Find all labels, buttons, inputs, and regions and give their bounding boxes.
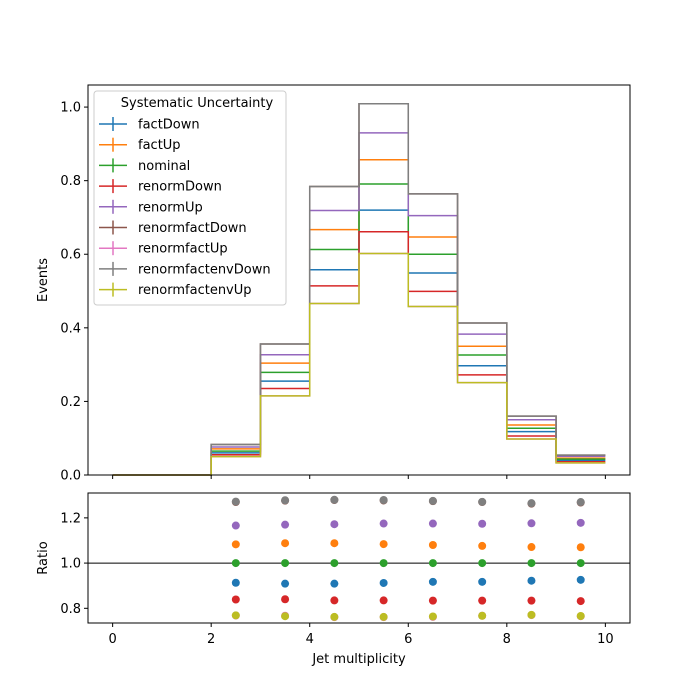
ratio-point-renormDown xyxy=(428,596,437,605)
main-axes-frame xyxy=(87,84,631,476)
ratio-point-renormfactenvUp xyxy=(478,611,487,620)
ratio-points-group xyxy=(231,495,585,622)
legend-label-renormfactenvUp: renormfactenvUp xyxy=(138,283,252,298)
ratio-y-ticks: 0.8 1.0 1.2 xyxy=(60,511,88,617)
ratio-point-renormfactenvUp xyxy=(231,611,240,620)
ratio-point-factDown xyxy=(576,575,585,584)
ratio-point-renormfactenvUp xyxy=(330,612,339,621)
main-y-tick-label: 1.0 xyxy=(60,101,81,116)
ratio-point-renormDown xyxy=(527,596,536,605)
ratio-point-renormfactenvUp xyxy=(527,610,536,619)
ratio-y-tick-label: 0.8 xyxy=(60,602,81,617)
ratio-point-factUp xyxy=(428,541,437,549)
ratio-point-renormUp xyxy=(330,520,339,529)
ratio-y-tick-label: 1.0 xyxy=(60,557,81,572)
main-y-ticks: 0.0 0.2 0.4 0.6 0.8 1.0 xyxy=(60,101,88,484)
ratio-x-axis-label: Jet multiplicity xyxy=(311,652,406,667)
ratio-point-renormfactenvDown xyxy=(379,496,388,505)
ratio-point-factDown xyxy=(428,577,437,586)
main-x-ticks xyxy=(112,475,606,479)
main-y-tick-label: 0.8 xyxy=(60,174,81,189)
ratio-point-renormfactenvDown xyxy=(428,496,437,505)
ratio-point-renormfactenvDown xyxy=(281,496,290,505)
ratio-point-factDown xyxy=(478,577,487,586)
ratio-x-tick-label: 6 xyxy=(404,632,412,647)
ratio-point-factDown xyxy=(330,579,339,588)
ratio-point-renormDown xyxy=(330,596,339,605)
legend-label-renormDown: renormDown xyxy=(138,180,222,195)
ratio-point-renormfactenvDown xyxy=(576,498,585,507)
ratio-point-renormUp xyxy=(527,519,536,528)
ratio-point-renormUp xyxy=(428,519,437,528)
legend-label-renormfactenvDown: renormfactenvDown xyxy=(138,262,271,277)
legend-title: Systematic Uncertainty xyxy=(121,96,274,111)
legend-label-renormfactDown: renormfactDown xyxy=(138,221,247,236)
ratio-point-factUp xyxy=(281,539,290,548)
ratio-point-renormUp xyxy=(281,520,290,529)
ratio-point-renormfactenvDown xyxy=(231,497,240,506)
ratio-point-factUp xyxy=(527,543,536,552)
main-panel: 0.0 0.2 0.4 0.6 0.8 1.0 Events Systematic Unc… xyxy=(36,84,631,484)
ratio-point-renormDown xyxy=(281,595,290,604)
legend-label-factUp: factUp xyxy=(138,138,181,153)
ratio-point-nominal xyxy=(330,559,339,568)
ratio-y-tick-label: 1.2 xyxy=(60,511,81,526)
ratio-x-tick-label: 0 xyxy=(108,632,116,647)
legend-label-renormUp: renormUp xyxy=(138,200,203,215)
main-series-group xyxy=(112,103,606,476)
ratio-point-factDown xyxy=(379,578,388,587)
ratio-x-tick-label: 2 xyxy=(207,632,215,647)
ratio-point-renormDown xyxy=(231,595,240,604)
legend: Systematic Uncertainty factDown factUp nom… xyxy=(93,90,287,306)
step-series-renormfactenvUp xyxy=(112,252,606,476)
ratio-point-renormUp xyxy=(576,518,585,527)
ratio-point-renormUp xyxy=(478,519,487,528)
ratio-point-nominal xyxy=(281,559,290,568)
ratio-point-factDown xyxy=(281,579,290,588)
legend-label-nominal: nominal xyxy=(138,159,190,174)
main-y-tick-label: 0.0 xyxy=(60,469,81,484)
ratio-point-nominal xyxy=(428,559,437,568)
legend-label-renormfactUp: renormfactUp xyxy=(138,242,228,257)
ratio-point-renormDown xyxy=(478,596,487,605)
ratio-point-factUp xyxy=(231,540,240,549)
main-y-tick-label: 0.2 xyxy=(60,395,81,410)
main-y-axis-label: Events xyxy=(36,258,51,302)
ratio-x-tick-label: 10 xyxy=(597,632,614,647)
ratio-point-factUp xyxy=(576,543,585,552)
legend-box xyxy=(93,90,287,306)
ratio-x-tick-label: 4 xyxy=(306,632,314,647)
ratio-point-renormfactenvDown xyxy=(478,497,487,506)
ratio-point-nominal xyxy=(478,559,487,568)
ratio-point-renormfactenvUp xyxy=(281,612,290,621)
ratio-point-nominal xyxy=(231,559,240,568)
ratio-point-renormUp xyxy=(231,521,240,530)
main-y-tick-label: 0.6 xyxy=(60,248,81,263)
ratio-point-nominal xyxy=(527,559,536,568)
ratio-point-renormUp xyxy=(379,519,388,528)
legend-label-factDown: factDown xyxy=(138,118,200,133)
ratio-point-renormfactenvDown xyxy=(330,495,339,504)
ratio-y-axis-label: Ratio xyxy=(36,541,51,574)
ratio-point-renormDown xyxy=(576,597,585,606)
ratio-point-factUp xyxy=(478,541,487,550)
ratio-point-renormfactenvUp xyxy=(576,611,585,620)
ratio-point-renormfactenvUp xyxy=(379,612,388,621)
ratio-point-renormfactenvUp xyxy=(428,612,437,621)
main-y-tick-label: 0.4 xyxy=(60,321,81,336)
ratio-point-renormfactenvDown xyxy=(527,499,536,508)
ratio-point-renormDown xyxy=(379,596,388,605)
legend-entries: factDown factUp nominal renormDown renormUp r… xyxy=(99,117,271,298)
ratio-point-factUp xyxy=(330,539,339,548)
ratio-panel: 0 2 4 6 8 10 0.8 1.0 1.2 Ratio Jet multiplicity xyxy=(36,492,631,667)
ratio-point-nominal xyxy=(379,559,388,568)
ratio-point-factDown xyxy=(231,578,240,587)
ratio-point-factDown xyxy=(527,576,536,585)
ratio-point-nominal xyxy=(576,559,585,568)
ratio-x-ticks: 0 2 4 6 8 10 xyxy=(108,623,614,647)
ratio-point-factUp xyxy=(379,540,388,549)
ratio-x-tick-label: 8 xyxy=(503,632,511,647)
ratio-axes-frame xyxy=(87,492,631,624)
